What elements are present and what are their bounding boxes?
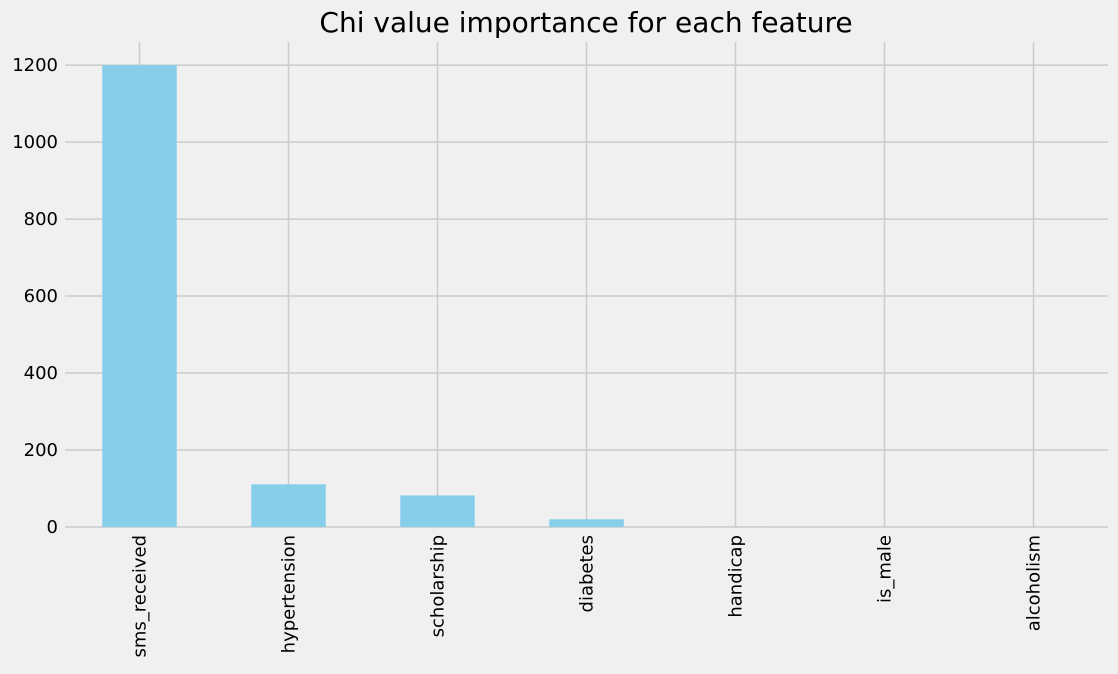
x-tick-label: sms_received xyxy=(130,535,151,658)
chart-title: Chi value importance for each feature xyxy=(319,6,852,39)
bar-diabetes xyxy=(549,519,624,527)
y-tick-label: 0 xyxy=(47,517,58,538)
x-tick-label: is_male xyxy=(875,535,896,603)
y-tick-label: 1200 xyxy=(12,55,58,76)
y-tick-label: 600 xyxy=(24,286,58,307)
x-tick-label: hypertension xyxy=(279,535,300,653)
x-tick-label: scholarship xyxy=(428,535,449,637)
x-tick-label: diabetes xyxy=(577,535,598,612)
y-axis-ticks: 0 200 400 600 800 1000 1200 xyxy=(12,55,58,538)
y-tick-label: 1000 xyxy=(12,132,58,153)
bar-layer xyxy=(102,65,1071,527)
y-tick-label: 200 xyxy=(24,440,58,461)
bar-sms-received xyxy=(102,65,177,527)
x-tick-label: handicap xyxy=(726,535,747,618)
y-tick-label: 400 xyxy=(24,363,58,384)
bar-hypertension xyxy=(251,484,326,527)
bar-scholarship xyxy=(400,495,475,527)
y-tick-label: 800 xyxy=(24,209,58,230)
x-tick-label: alcoholism xyxy=(1024,535,1045,631)
x-axis-ticks: sms_received hypertension scholarship diabe… xyxy=(130,535,1045,658)
